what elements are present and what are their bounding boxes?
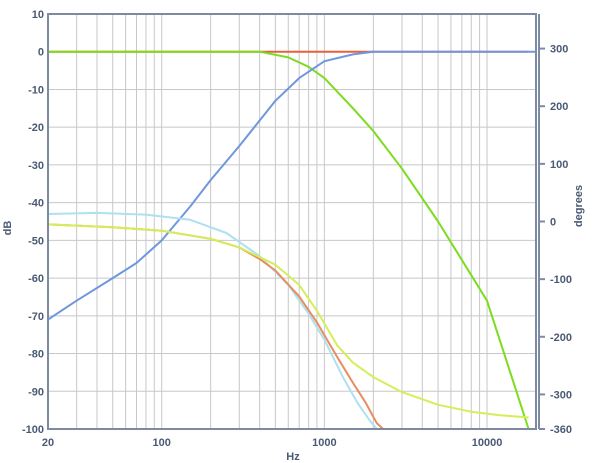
y-tick-label: -20 [28, 122, 44, 134]
x-tick-label: 100 [153, 437, 171, 449]
x-axis-title: Hz [286, 451, 300, 463]
grid-lines [47, 13, 537, 430]
y2-tick-label: 200 [550, 101, 568, 113]
series-line-3 [47, 50, 536, 321]
y-tick-label: -40 [28, 198, 44, 210]
y2-tick-label: -100 [550, 274, 572, 286]
y-tick-label: -50 [28, 235, 44, 247]
series-line-2 [48, 50, 530, 430]
y-tick-label: 10 [32, 9, 44, 21]
x-tick-label: 10000 [472, 437, 503, 449]
y2-tick-label: 0 [550, 217, 556, 229]
plot-border [47, 13, 537, 430]
y-tick-label: -60 [28, 273, 44, 285]
y-tick-label: -70 [28, 311, 44, 323]
y2-tick-label: 300 [550, 44, 568, 56]
y-tick-label: 0 [38, 47, 44, 59]
y-tick-label: -100 [22, 424, 44, 436]
series-line-6 [47, 223, 529, 419]
y-tick-label: -90 [28, 386, 44, 398]
y-tick-label: -30 [28, 160, 44, 172]
y2-axis-title: degrees [573, 185, 585, 227]
x-tick-label: 1000 [312, 437, 336, 449]
y-axis-title: dB [2, 221, 14, 236]
y2-tick-label: -360 [550, 424, 572, 436]
data-series [47, 50, 536, 430]
y-tick-label: -10 [28, 84, 44, 96]
plot-frame [47, 13, 545, 430]
y-tick-label: -80 [28, 349, 44, 361]
y2-tick-label: 100 [550, 159, 568, 171]
x-tick-label: 20 [42, 437, 54, 449]
tick-labels: 100-10-20-30-40-50-60-70-80-90-100300200… [22, 9, 572, 449]
y2-tick-label: -300 [550, 389, 572, 401]
y2-tick-label: -200 [550, 332, 572, 344]
